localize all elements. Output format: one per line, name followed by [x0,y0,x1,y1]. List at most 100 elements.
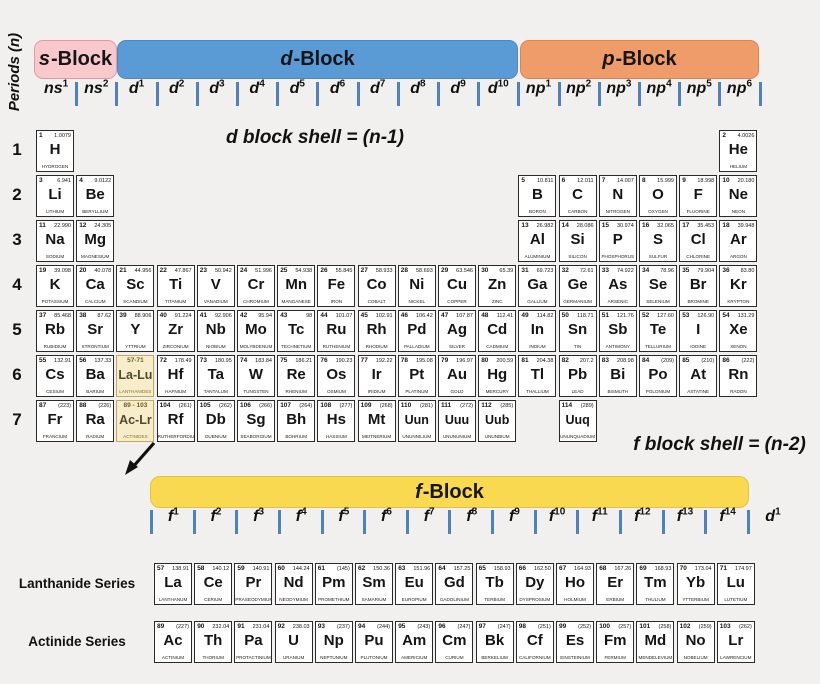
atomic-number: 22 [159,267,167,274]
atomic-number: 83 [601,357,610,364]
atomic-number: 20 [79,267,87,274]
atomic-mass: 18.998 [697,178,715,184]
element-name: MAGNESIUM [81,254,110,259]
element-cell: 93 (237) Np NEPTUNIUM [314,621,353,663]
atomic-number: 73 [199,357,208,364]
atomic-number: 13 [521,222,529,229]
element-cell: 111 (272) Uuu UNUNUNIUM [438,400,476,442]
orbital-divider-tick [477,82,481,106]
element-symbol: Cu [447,276,467,293]
period-number: 5 [12,320,22,339]
element-cell: 83 208.98 Bi BISMUTH [598,355,637,397]
element-name: SAMARIUM [361,597,387,602]
element-name: THORIUM [202,655,224,660]
element-cell: 55 132.91 Cs CESIUM [36,355,74,397]
element-symbol: H [49,141,61,158]
atomic-mass: 63.546 [456,268,473,274]
orbital-divider-tick [320,510,324,534]
atomic-mass: 231.04 [252,624,270,630]
atomic-mass: (264) [299,403,313,409]
element-name: POLONIUM [645,389,671,394]
element-cell: 20 40.078 Ca CALCIUM [76,265,115,307]
orbital-divider-tick [396,82,400,106]
orbital-divider-tick [276,82,280,106]
s-block-label: s [38,48,50,70]
orbital-label: ns2 [84,78,109,97]
orbital-divider-tick [195,82,199,106]
atomic-mass: 87.62 [97,313,112,319]
f-orbital-label: f6 [381,506,392,525]
element-cell: 26 55.845 Fe IRON [317,265,356,307]
f-orbital-label: f5 [338,506,350,525]
element-cell: 66 162.50 Dy DYSPROSIUM [515,563,554,605]
atomic-number: 111 [441,402,452,409]
atomic-mass: 168.93 [654,566,672,572]
element-symbol: Fr [47,411,63,428]
element-cell: 9 18.998 F FLUORINE [679,175,718,217]
atomic-mass: 180.95 [214,358,232,364]
element-cell: 77 192.22 Ir IRIDIUM [357,355,396,397]
element-cell: 25 54.938 Mn MANGANESE [277,265,316,307]
atomic-mass: 132.91 [54,358,71,364]
atomic-number: 74 [240,357,248,364]
element-cell: 103 (262) Lr LAWRENCIUM [716,621,755,663]
element-symbol: Pd [407,321,427,338]
element-cell: 108 (277) Hs HASSIUM [317,400,356,442]
atomic-mass: 50.942 [214,268,232,274]
orbital-label: d1 [128,78,145,97]
atomic-number: 108 [320,402,332,409]
atomic-number: 98 [518,623,527,630]
atomic-number: 97 [478,623,486,630]
element-name: CURIUM [445,655,464,660]
element-symbol: Ta [207,366,224,383]
element-cell: 104 (261) Rf RUTHERFORDIUM [156,400,195,442]
element-symbol: Mo [245,321,267,338]
atomic-mass: 232.04 [212,624,230,630]
element-name: LAWRENCIUM [720,655,752,660]
element-symbol: Mg [84,231,107,248]
element-cell: 110 (281) Uun UNUNNILIUM [397,400,436,442]
element-symbol: Ne [728,186,748,203]
atomic-number: 52 [642,312,650,319]
element-name: RUBIDIUM [43,344,67,349]
atomic-number: 78 [400,357,409,364]
atomic-mass: 190.23 [335,358,353,364]
atomic-mass: 55.845 [335,268,353,274]
element-name: DUBNIUM [205,434,227,439]
orbital-label: np6 [726,78,753,97]
orbital-divider-tick [638,82,641,106]
atomic-number: 63 [398,565,406,572]
periods-axis-label: Periods (n) [6,32,23,112]
atomic-mass: (259) [698,624,712,630]
element-symbol: Bi [610,366,626,383]
atomic-mass: 6.941 [57,178,71,184]
atomic-mass: (226) [98,403,112,409]
atomic-mass: 118.71 [577,313,594,319]
d-block-header: d -Block [117,40,518,79]
element-name: LITHIUM [45,209,65,214]
element-name: COBALT [367,299,386,304]
element-name: CHROMIUM [243,299,269,304]
atomic-mass: 107.87 [456,313,473,319]
orbital-label: d3 [209,78,225,97]
element-symbol: Lr [728,632,744,649]
element-symbol: Ac [163,632,183,649]
atomic-number: 62 [358,565,366,572]
atomic-number: 72 [159,357,167,364]
atomic-mass: 85.468 [54,313,71,319]
element-name: TIN [573,344,582,349]
atomic-number: 17 [682,222,690,229]
element-symbol: Bh [286,411,307,428]
element-cell: 94 (244) Pu PLUTONIUM [355,621,393,663]
atomic-number: 5 [521,177,526,184]
element-symbol: Uuq [565,413,590,427]
f-orbital-label: f10 [548,506,566,525]
element-cell: 29 63.546 Cu COPPER [438,265,476,307]
element-symbol: Pr [245,574,262,591]
element-name: UNUNBIUM [484,434,510,439]
element-name: MERCURY [485,389,509,394]
element-symbol: Rn [728,366,749,383]
atomic-mass: 91.224 [174,313,192,319]
element-cell: 7 14.007 N NITROGEN [598,175,637,217]
element-symbol: Br [689,276,707,293]
